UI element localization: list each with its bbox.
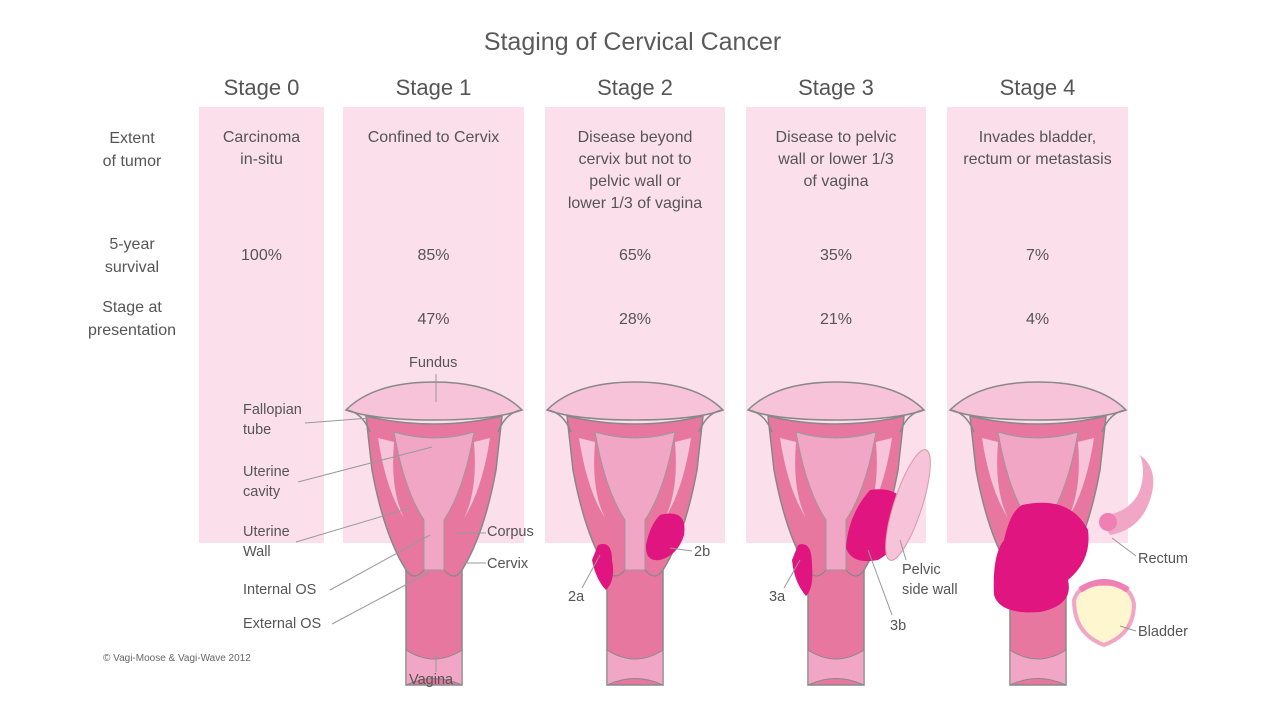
stage-3-survival: 35% [819, 247, 853, 264]
survival-row-label: 5-year survival [104, 236, 160, 276]
stage-2-presentation: 28% [618, 311, 652, 328]
stage-0-header: Stage 0 [223, 75, 300, 100]
tumor-4 [993, 502, 1089, 613]
bladder-label: Bladder [1138, 624, 1188, 640]
fallopian-tube-label: Fallopian tube [243, 402, 302, 438]
cervix-label: Cervix [487, 556, 529, 572]
stage-1-presentation: 47% [417, 311, 450, 328]
stage-0-survival: 100% [241, 247, 282, 264]
stage-0-extent: Carcinoma in-situ [222, 129, 301, 168]
stage-4-survival: 7% [1025, 247, 1050, 264]
stage-3-presentation: 21% [819, 311, 853, 328]
rectum-tumor [1099, 513, 1117, 531]
rectum-shape [1104, 455, 1154, 535]
external-os-label: External OS [243, 616, 322, 632]
tumor-3b-label: 3b [890, 618, 907, 634]
copyright-text: © Vagi-Moose & Vagi-Wave 2012 [103, 653, 251, 664]
corpus-label: Corpus [487, 524, 534, 540]
fundus-label: Fundus [409, 355, 458, 371]
stage-4-presentation: 4% [1025, 311, 1050, 328]
tumor-3a-label: 3a [769, 589, 786, 605]
internal-os-label: Internal OS [243, 582, 317, 598]
stage-2-survival: 65% [618, 247, 652, 264]
tumor-2a-label: 2a [568, 589, 585, 605]
stage-1-header: Stage 1 [395, 75, 472, 100]
tumor-2b-label: 2b [694, 544, 711, 560]
stage-4-header: Stage 4 [999, 75, 1076, 100]
stage-2-extent: Disease beyond cervix but not to pelvic … [567, 129, 703, 212]
stage-2-header: Stage 2 [597, 75, 673, 100]
stage-1-survival: 85% [417, 247, 450, 264]
pelvic-side-wall-label: Pelvic side wall [902, 562, 958, 598]
stage-1-extent: Confined to Cervix [367, 129, 500, 146]
stage-0-column [199, 107, 324, 543]
rectum-label: Rectum [1138, 551, 1188, 567]
bladder-tumor [1078, 579, 1130, 593]
uterine-cavity-label: Uterine cavity [243, 464, 290, 500]
stage-3-extent: Disease to pelvic wall or lower 1/3 of v… [775, 129, 897, 190]
tumor-3a [792, 544, 813, 596]
tumor-2a [592, 544, 614, 590]
bladder-shape [1071, 581, 1137, 648]
vagina-label: Vagina [409, 672, 454, 688]
pelvic-side-wall-shape [885, 449, 931, 561]
presentation-row-label: Stage at presentation [87, 299, 177, 339]
uterine-wall-label: Uterine Wall [243, 524, 290, 560]
diagram-title: Staging of Cervical Cancer [483, 28, 782, 56]
stage-4-extent: Invades bladder, rectum or metastasis [963, 129, 1112, 168]
stage-2-uterus [546, 381, 724, 686]
extent-row-label: Extent of tumor [102, 130, 162, 170]
stage-3-header: Stage 3 [798, 75, 874, 100]
